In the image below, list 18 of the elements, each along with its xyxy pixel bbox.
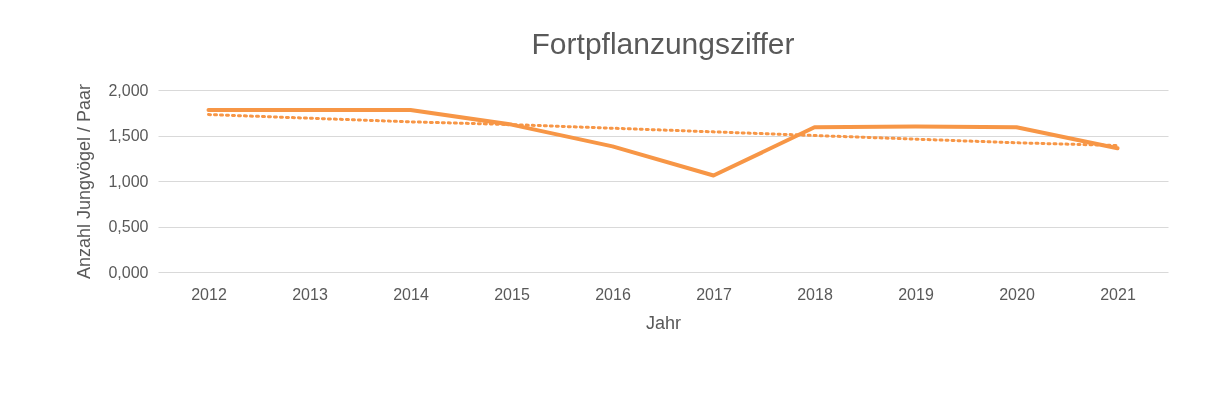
x-tick-label: 2019 <box>898 285 934 303</box>
x-tick-label: 2018 <box>797 285 833 303</box>
x-tick-label: 2013 <box>292 285 328 303</box>
x-tick-label: 2016 <box>595 285 631 303</box>
y-axis-title: Anzahl Jungvögel / Paar <box>74 83 95 280</box>
chart-title: Fortpflanzungsziffer <box>531 27 795 60</box>
y-tick-label: 1,500 <box>108 127 149 144</box>
x-tick-label: 2012 <box>191 285 227 303</box>
y-tick-label: 0,500 <box>108 218 149 235</box>
x-tick-label: 2017 <box>696 285 732 303</box>
x-tick-label: 2015 <box>494 285 530 303</box>
x-axis-title: Jahr <box>645 312 682 333</box>
y-tick-label: 1,000 <box>108 172 149 190</box>
x-tick-label: 2021 <box>1100 285 1136 303</box>
y-tick-label: 2,000 <box>108 81 149 99</box>
x-tick-label: 2014 <box>393 285 429 303</box>
x-tick-label: 2020 <box>999 285 1035 303</box>
y-tick-label: 0,000 <box>108 263 149 281</box>
